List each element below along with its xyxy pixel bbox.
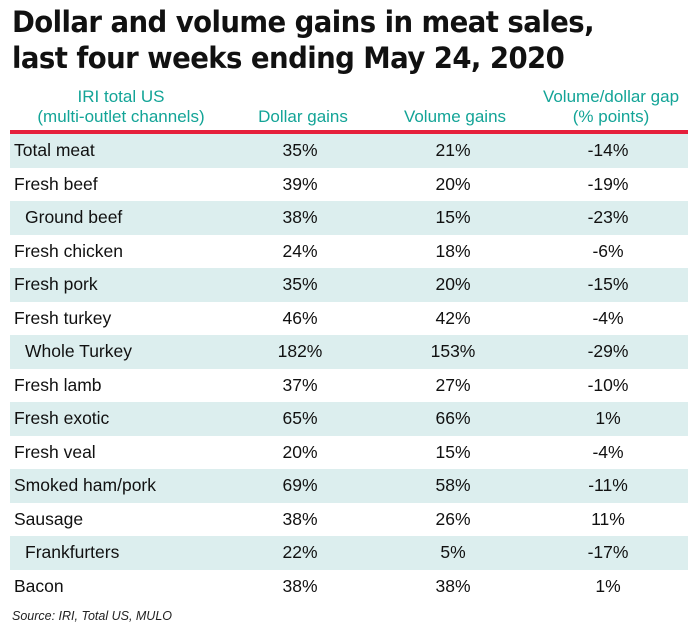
row-volume-gain: 18% [435, 240, 471, 261]
table-row: Fresh beef 39% 20% -19% [10, 168, 688, 202]
row-category: Ground beef [25, 207, 123, 228]
row-category: Frankfurters [25, 542, 120, 563]
column-header-gap: Volume/dollar gap (% points) [530, 87, 692, 127]
row-volume-gain: 38% [435, 575, 471, 596]
row-volume-gain: 15% [435, 441, 471, 462]
table-row: Frankfurters 22% 5% -17% [10, 536, 688, 570]
row-category: Fresh exotic [14, 408, 110, 429]
title-line-2: last four weeks ending May 24, 2020 [12, 41, 565, 75]
row-volume-gain: 21% [435, 140, 471, 161]
row-gap: 1% [595, 575, 621, 596]
row-volume-gain: 42% [435, 307, 471, 328]
row-gap: -29% [587, 341, 629, 362]
row-volume-gain: 20% [435, 274, 471, 295]
table-row: Fresh turkey 46% 42% -4% [10, 302, 688, 336]
row-gap: -17% [587, 542, 629, 563]
source-note: Source: IRI, Total US, MULO [12, 609, 173, 623]
row-dollar-gain: 65% [282, 408, 318, 429]
table-title: Dollar and volume gains in meat sales, l… [12, 4, 658, 76]
row-gap: -23% [587, 207, 629, 228]
row-category: Whole Turkey [25, 341, 132, 362]
row-category: Fresh turkey [14, 307, 112, 328]
row-dollar-gain: 38% [282, 207, 318, 228]
row-category: Fresh veal [14, 441, 96, 462]
row-dollar-gain: 20% [282, 441, 318, 462]
row-volume-gain: 66% [435, 408, 471, 429]
row-volume-gain: 27% [435, 374, 471, 395]
row-gap: 1% [595, 408, 621, 429]
row-gap: -14% [587, 140, 629, 161]
row-dollar-gain: 35% [282, 274, 318, 295]
row-dollar-gain: 38% [282, 575, 318, 596]
column-header-volume-gains: Volume gains [380, 107, 530, 147]
column-header-dollar-gains-text: Dollar gains [258, 107, 348, 126]
row-dollar-gain: 35% [282, 140, 318, 161]
row-category: Smoked ham/pork [14, 475, 157, 496]
row-gap: -11% [588, 475, 628, 496]
row-category: Total meat [14, 140, 95, 161]
row-volume-gain: 58% [435, 475, 471, 496]
row-gap: -4% [592, 441, 624, 462]
row-gap: 11% [591, 508, 625, 529]
row-dollar-gain: 46% [282, 307, 318, 328]
data-table: Total meat 35% 21% -14% Fresh beef 39% 20% -19%… [10, 134, 688, 603]
table-row: Ground beef 38% 15% -23% [10, 201, 688, 235]
table-row: Sausage 38% 26% 11% [10, 503, 688, 537]
row-category: Sausage [14, 508, 84, 529]
row-dollar-gain: 39% [282, 173, 318, 194]
table-row: Whole Turkey 182% 153% -29% [10, 335, 688, 369]
row-dollar-gain: 38% [282, 508, 318, 529]
row-gap: -10% [587, 374, 629, 395]
table-row: Total meat 35% 21% -14% [10, 134, 688, 168]
row-volume-gain: 153% [430, 341, 476, 362]
row-gap: -6% [592, 240, 624, 261]
row-category: Bacon [14, 575, 64, 596]
row-gap: -15% [587, 274, 629, 295]
row-category: Fresh chicken [14, 240, 123, 261]
table-row: Fresh chicken 24% 18% -6% [10, 235, 688, 269]
table-row: Smoked ham/pork 69% 58% -11% [10, 469, 688, 503]
row-gap: -4% [592, 307, 624, 328]
column-header-category-line1: IRI total US [77, 87, 165, 106]
table-row: Fresh lamb 37% 27% -10% [10, 369, 688, 403]
column-header-category: IRI total US (multi-outlet channels) [10, 87, 232, 127]
row-volume-gain: 5% [440, 542, 466, 563]
table-row: Fresh veal 20% 15% -4% [10, 436, 688, 470]
row-dollar-gain: 24% [282, 240, 318, 261]
column-header-volume-gains-text: Volume gains [403, 107, 507, 126]
row-category: Fresh beef [14, 173, 98, 194]
row-volume-gain: 26% [435, 508, 471, 529]
row-category: Fresh pork [14, 274, 98, 295]
row-gap: -19% [587, 173, 629, 194]
row-dollar-gain: 37% [282, 374, 318, 395]
column-header-gap-line2: (% points) [572, 107, 650, 126]
row-category: Fresh lamb [14, 374, 102, 395]
table-row: Bacon 38% 38% 1% [10, 570, 688, 604]
row-volume-gain: 15% [435, 207, 471, 228]
row-dollar-gain: 182% [277, 341, 323, 362]
row-dollar-gain: 69% [282, 475, 318, 496]
header-rule [10, 130, 688, 134]
table-row: Fresh pork 35% 20% -15% [10, 268, 688, 302]
column-header-dollar-gains: Dollar gains [228, 107, 378, 147]
column-header-gap-line1: Volume/dollar gap [542, 87, 680, 106]
row-dollar-gain: 22% [282, 542, 318, 563]
table-row: Fresh exotic 65% 66% 1% [10, 402, 688, 436]
title-line-1: Dollar and volume gains in meat sales, [12, 5, 595, 39]
row-volume-gain: 20% [435, 173, 471, 194]
column-header-category-line2: (multi-outlet channels) [37, 107, 205, 126]
